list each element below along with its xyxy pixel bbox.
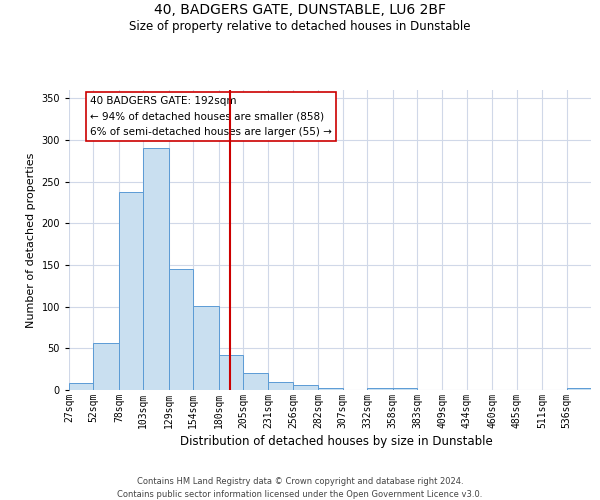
Bar (293, 385, 318, 390)
Text: Contains HM Land Registry data © Crown copyright and database right 2024.: Contains HM Land Registry data © Crown c… (137, 478, 463, 486)
Bar (218, 355, 243, 390)
Bar (143, 148, 169, 390)
Bar (566, 388, 591, 390)
Text: Size of property relative to detached houses in Dunstable: Size of property relative to detached ho… (129, 20, 471, 33)
Bar (268, 382, 293, 390)
Text: Contains public sector information licensed under the Open Government Licence v3: Contains public sector information licen… (118, 490, 482, 499)
Text: 40 BADGERS GATE: 192sqm
← 94% of detached houses are smaller (858)
6% of semi-de: 40 BADGERS GATE: 192sqm ← 94% of detache… (90, 96, 332, 137)
Bar (318, 388, 343, 390)
Bar (169, 269, 193, 390)
Bar (392, 388, 417, 390)
Text: Distribution of detached houses by size in Dunstable: Distribution of detached houses by size … (179, 435, 493, 448)
Bar (193, 306, 218, 390)
Bar (119, 192, 143, 390)
Bar (243, 374, 268, 390)
Y-axis label: Number of detached properties: Number of detached properties (26, 152, 36, 328)
Bar (94, 342, 119, 390)
Bar (367, 388, 392, 390)
Text: 40, BADGERS GATE, DUNSTABLE, LU6 2BF: 40, BADGERS GATE, DUNSTABLE, LU6 2BF (154, 2, 446, 16)
Bar (69, 384, 94, 390)
